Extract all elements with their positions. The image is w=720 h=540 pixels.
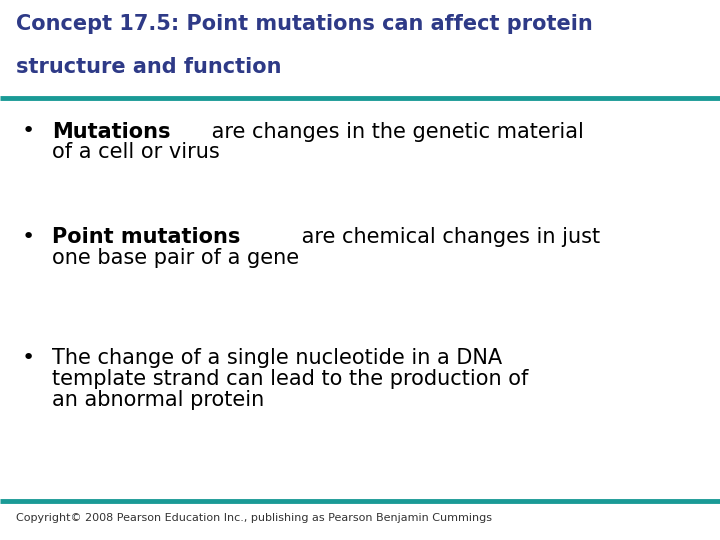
Text: are chemical changes in just: are chemical changes in just [295,227,600,247]
Text: •: • [22,227,35,247]
Text: Concept 17.5: Point mutations can affect protein: Concept 17.5: Point mutations can affect… [16,14,593,33]
Text: •: • [22,348,35,368]
Text: of a cell or virus: of a cell or virus [52,142,220,163]
Text: one base pair of a gene: one base pair of a gene [52,247,299,268]
Text: template strand can lead to the production of: template strand can lead to the producti… [52,369,528,389]
Text: Mutations: Mutations [52,122,171,141]
Text: structure and function: structure and function [16,57,282,77]
Text: •: • [22,122,35,141]
Text: an abnormal protein: an abnormal protein [52,390,264,410]
Text: The change of a single nucleotide in a DNA: The change of a single nucleotide in a D… [52,348,502,368]
Text: Point mutations: Point mutations [52,227,240,247]
Text: Copyright© 2008 Pearson Education Inc., publishing as Pearson Benjamin Cummings: Copyright© 2008 Pearson Education Inc., … [16,514,492,523]
Text: are changes in the genetic material: are changes in the genetic material [204,122,584,141]
